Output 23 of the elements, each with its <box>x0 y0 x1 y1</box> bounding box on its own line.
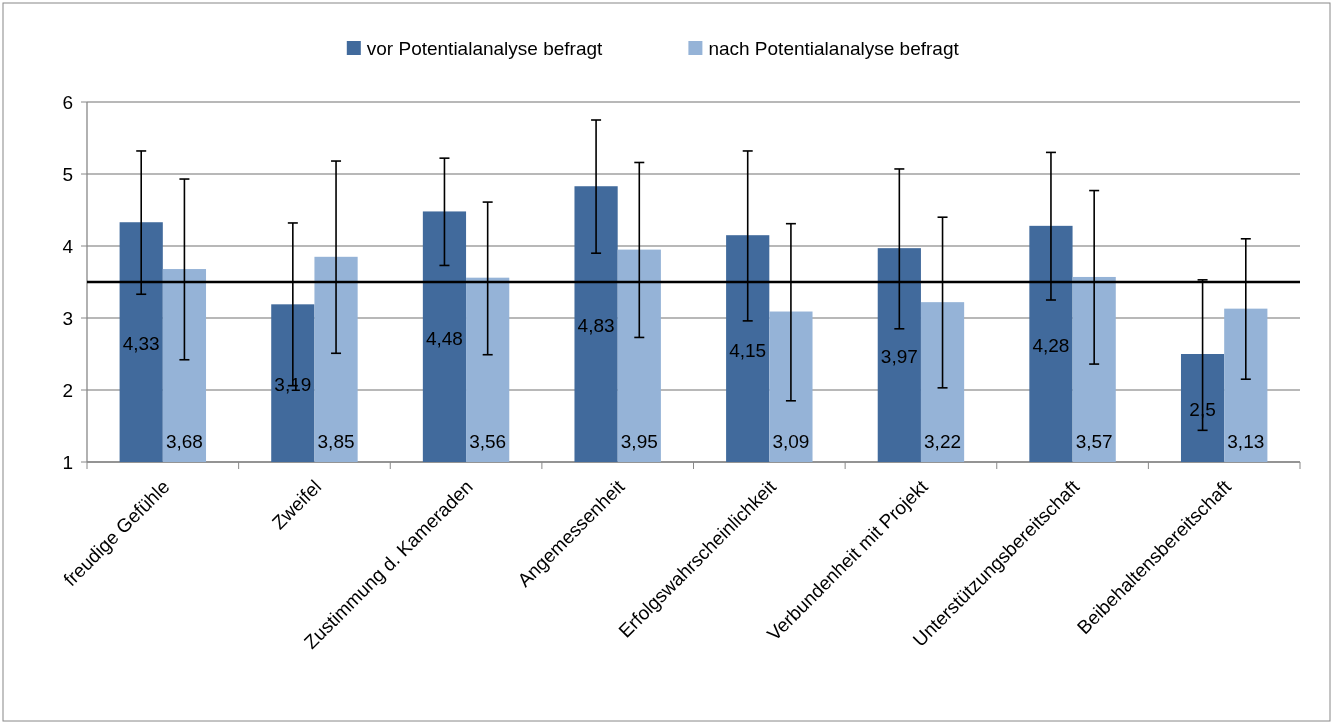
data-label: 3,68 <box>165 431 203 452</box>
data-label: 4,28 <box>1032 334 1070 356</box>
data-label: 4,83 <box>577 315 615 337</box>
data-label: 3,57 <box>1075 431 1113 452</box>
data-label: 3,95 <box>620 431 658 452</box>
y-tick-label: 6 <box>62 91 73 113</box>
legend-label: nach Potentialanalyse befragt <box>708 37 960 59</box>
legend-label: vor Potentialanalyse befragt <box>366 37 604 59</box>
y-tick-label: 3 <box>62 307 73 329</box>
y-tick-label: 2 <box>62 379 73 401</box>
data-label: 4,48 <box>425 327 463 349</box>
y-tick-label: 4 <box>62 235 74 257</box>
y-tick-label: 5 <box>62 163 73 185</box>
data-label: 3,85 <box>317 431 355 452</box>
data-label: 4,33 <box>122 333 160 355</box>
data-label: 3,56 <box>469 431 507 452</box>
data-label: 3,09 <box>772 431 810 452</box>
data-label: 4,15 <box>729 339 767 361</box>
data-label: 3,13 <box>1227 431 1265 452</box>
y-tick-label: 1 <box>62 451 73 473</box>
data-label: 3,19 <box>274 374 312 396</box>
data-label: 3,97 <box>880 346 918 368</box>
data-label: 3,22 <box>924 431 962 452</box>
